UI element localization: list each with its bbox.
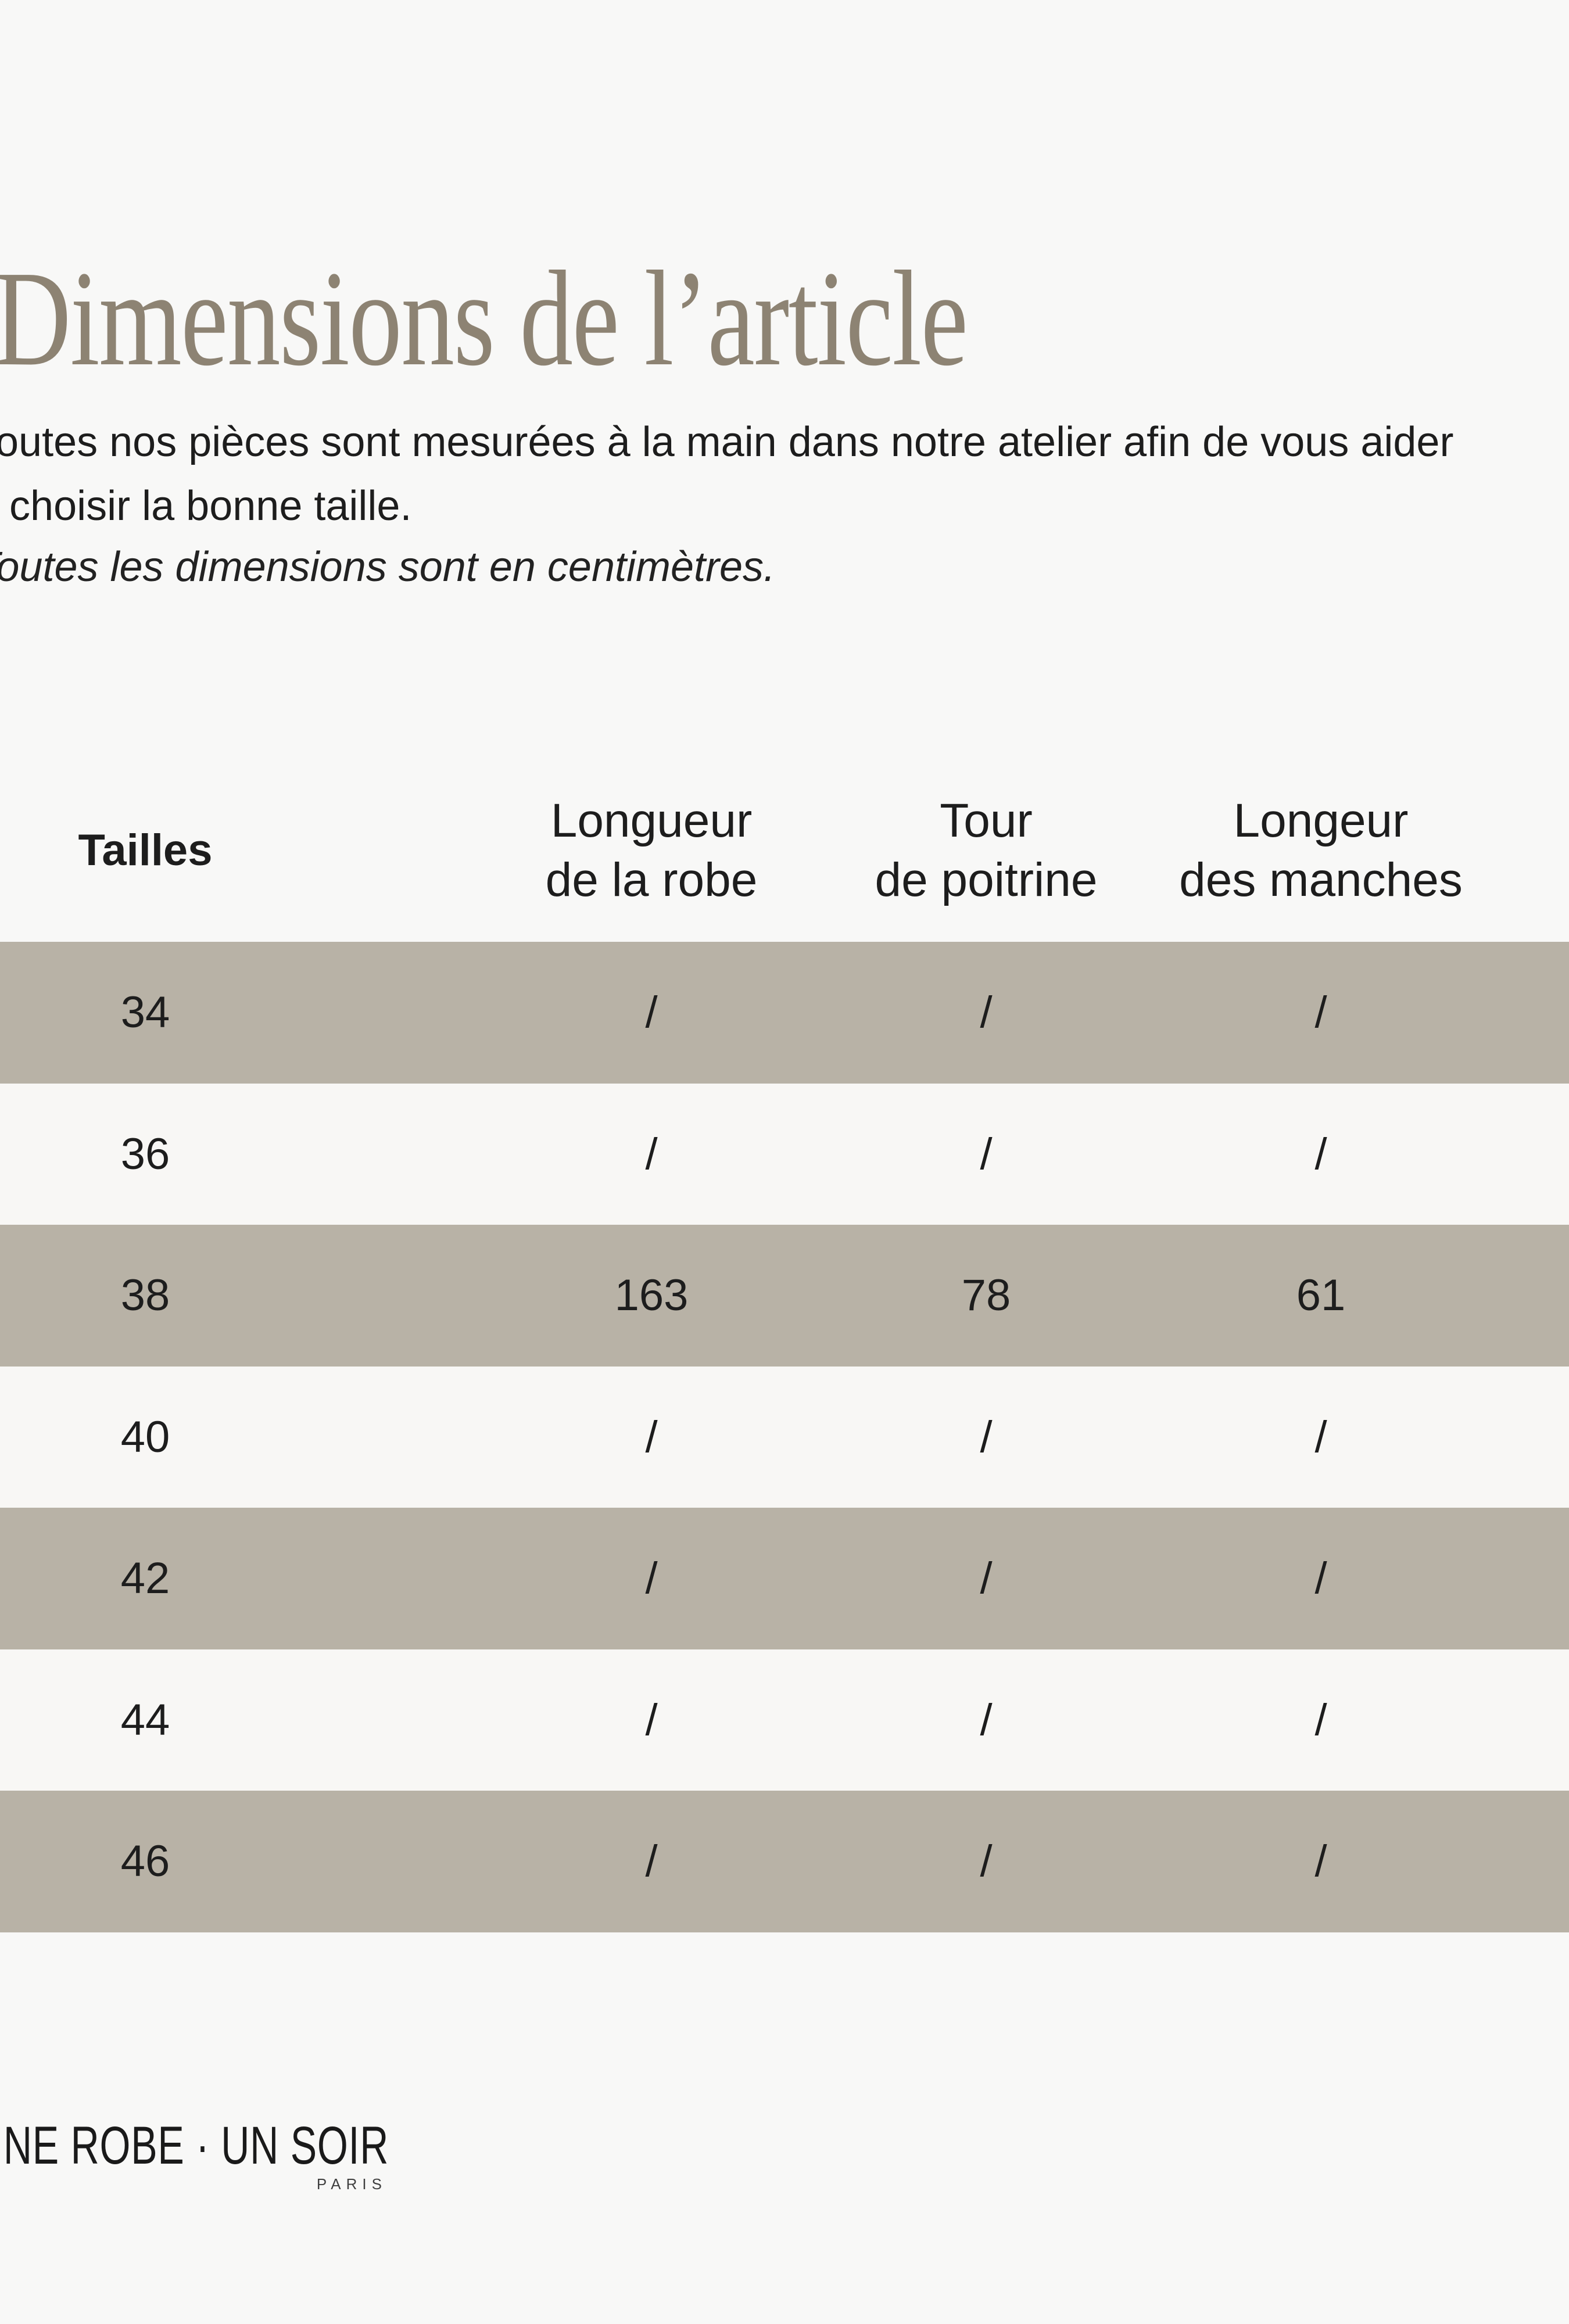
value-cell: / [1314,1554,1327,1604]
value-cell: / [645,988,658,1038]
intro-text: Toutes nos pièces sont mesurées à la mai… [0,410,1453,538]
value-cell: 61 [1296,1271,1346,1321]
table-row: 38 163 78 61 [0,1225,1569,1367]
value-cell: / [980,1412,993,1462]
size-cell: 46 [120,1837,170,1887]
size-cell: 40 [120,1412,170,1462]
value-cell: / [645,1837,658,1887]
column-header-longeur-manches: Longeur des manches [1154,791,1488,910]
column-header-longueur-robe: Longueur de la robe [484,791,819,910]
column-header-tour-poitrine: Tour de poitrine [819,791,1154,910]
column-header-tailles: Tailles [78,826,213,875]
value-cell: / [980,988,993,1038]
table-row: 44 / / / [0,1649,1569,1791]
brand-logo: UNE ROBE · UN SOIR [0,2116,389,2175]
intro-line-2: à choisir la bonne taille. [0,483,412,529]
value-cell: / [980,1695,993,1745]
value-cell: / [1314,988,1327,1038]
value-cell: / [645,1554,658,1604]
table-row: 36 / / / [0,1083,1569,1225]
column-header-line: de poitrine [875,853,1098,906]
value-cell: / [1314,1837,1327,1887]
intro-line-1: Toutes nos pièces sont mesurées à la mai… [0,419,1454,465]
value-cell: / [645,1695,658,1745]
value-cell: 163 [614,1271,689,1321]
column-header-line: Longueur [550,794,753,847]
value-cell: / [1314,1129,1327,1179]
value-cell: 78 [961,1271,1011,1321]
value-cell: / [1314,1412,1327,1462]
size-cell: 38 [120,1271,170,1321]
size-cell: 34 [120,988,170,1038]
table-row: 40 / / / [0,1366,1569,1508]
column-header-line: Tour [940,794,1033,847]
size-cell: 44 [120,1695,170,1745]
column-header-line: des manches [1179,853,1463,906]
table-header: Tailles Longueur de la robe Tour de poit… [0,787,1569,914]
brand-city-label: PARIS [316,2175,387,2193]
size-cell: 42 [120,1554,170,1604]
units-note: Toutes les dimensions sont en centimètre… [0,544,776,590]
page-title: Dimensions de l’article [0,243,968,394]
value-cell: / [645,1129,658,1179]
table-row: 42 / / / [0,1508,1569,1649]
table-row: 46 / / / [0,1791,1569,1932]
column-header-line: Longeur [1233,794,1409,847]
column-header-line: de la robe [545,853,758,906]
value-cell: / [1314,1695,1327,1745]
size-table: 34 / / / 36 / / / 38 163 78 61 40 / / / [0,942,1569,1932]
value-cell: / [980,1554,993,1604]
value-cell: / [645,1412,658,1462]
size-cell: 36 [120,1129,170,1179]
table-row: 34 / / / [0,942,1569,1084]
value-cell: / [980,1129,993,1179]
value-cell: / [980,1837,993,1887]
